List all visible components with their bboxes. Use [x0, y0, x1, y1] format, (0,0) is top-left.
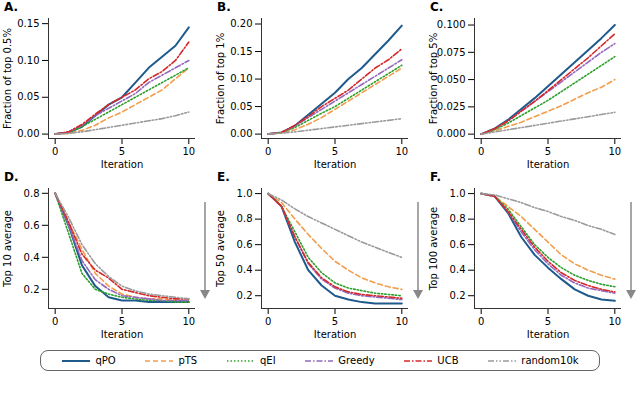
svg-text:0: 0: [478, 146, 484, 157]
html-text:D.: D.: [4, 170, 19, 184]
svg-text:Iteration: Iteration: [314, 159, 356, 170]
svg-text:10: 10: [395, 146, 408, 157]
svg-text:10: 10: [608, 316, 621, 327]
html-text:qPO: qPO: [95, 355, 116, 366]
svg-text:0.2: 0.2: [450, 290, 466, 301]
svg-text:0.000: 0.000: [437, 128, 466, 139]
svg-text:Top 50 average: Top 50 average: [215, 210, 226, 288]
svg-text:0: 0: [265, 316, 271, 327]
svg-text:Iteration: Iteration: [101, 159, 143, 170]
svg-text:Iteration: Iteration: [101, 329, 143, 340]
svg-text:5: 5: [119, 316, 125, 327]
svg-text:10: 10: [182, 146, 195, 157]
svg-text:10: 10: [182, 316, 195, 327]
svg-text:5: 5: [119, 146, 125, 157]
html-text:qEI: qEI: [260, 355, 276, 366]
svg-text:0.025: 0.025: [437, 101, 466, 112]
svg-text:5: 5: [545, 146, 551, 157]
svg-text:0.6: 0.6: [450, 239, 466, 250]
html-text:E.: E.: [217, 170, 230, 184]
html-text:B.: B.: [217, 0, 231, 14]
svg-text:0.2: 0.2: [237, 290, 253, 301]
svg-text:0.4: 0.4: [450, 264, 466, 275]
html-text:Greedy: Greedy: [338, 355, 375, 366]
svg-text:0.05: 0.05: [17, 91, 39, 102]
svg-text:1.0: 1.0: [237, 188, 253, 199]
svg-text:0.8: 0.8: [237, 213, 253, 224]
svg-text:0.00: 0.00: [17, 128, 39, 139]
svg-text:0: 0: [265, 146, 271, 157]
html-text:pTS: pTS: [178, 355, 198, 366]
svg-text:0.2: 0.2: [24, 284, 40, 295]
svg-text:0.20: 0.20: [230, 18, 252, 29]
svg-text:5: 5: [332, 146, 338, 157]
svg-text:0.4: 0.4: [24, 252, 40, 263]
svg-text:0: 0: [52, 316, 58, 327]
svg-text:0.4: 0.4: [237, 264, 253, 275]
svg-text:Fraction of top 5%: Fraction of top 5%: [428, 33, 439, 124]
svg-text:0.15: 0.15: [230, 46, 252, 57]
svg-text:0.075: 0.075: [437, 47, 466, 58]
svg-text:0.6: 0.6: [24, 220, 40, 231]
html-text:A.: A.: [4, 0, 19, 14]
svg-text:0: 0: [52, 146, 58, 157]
svg-text:0.15: 0.15: [17, 18, 39, 29]
svg-text:0.8: 0.8: [24, 188, 40, 199]
svg-text:Iteration: Iteration: [314, 329, 356, 340]
svg-text:1.0: 1.0: [450, 188, 466, 199]
svg-text:Iteration: Iteration: [527, 329, 569, 340]
svg-text:0.10: 0.10: [230, 73, 252, 84]
svg-text:0.10: 0.10: [17, 55, 39, 66]
svg-text:0.100: 0.100: [437, 19, 466, 30]
svg-text:Top 100 average: Top 100 average: [428, 207, 439, 291]
svg-text:Top 10 average: Top 10 average: [2, 210, 13, 288]
svg-text:0.050: 0.050: [437, 74, 466, 85]
svg-text:5: 5: [545, 316, 551, 327]
svg-text:0.05: 0.05: [230, 101, 252, 112]
svg-text:10: 10: [608, 146, 621, 157]
html-text:random10k: random10k: [521, 355, 579, 366]
svg-text:0.8: 0.8: [450, 213, 466, 224]
html-text:C.: C.: [430, 0, 444, 14]
svg-text:0: 0: [478, 316, 484, 327]
svg-text:10: 10: [395, 316, 408, 327]
svg-text:5: 5: [332, 316, 338, 327]
svg-text:Iteration: Iteration: [527, 159, 569, 170]
html-text:F.: F.: [430, 170, 441, 184]
svg-text:0.00: 0.00: [230, 128, 252, 139]
svg-text:Fraction of top 0.5%: Fraction of top 0.5%: [2, 28, 13, 129]
html-text:UCB: UCB: [437, 355, 459, 366]
svg-text:Fraction of top 1%: Fraction of top 1%: [215, 33, 226, 124]
svg-text:0.6: 0.6: [237, 239, 253, 250]
